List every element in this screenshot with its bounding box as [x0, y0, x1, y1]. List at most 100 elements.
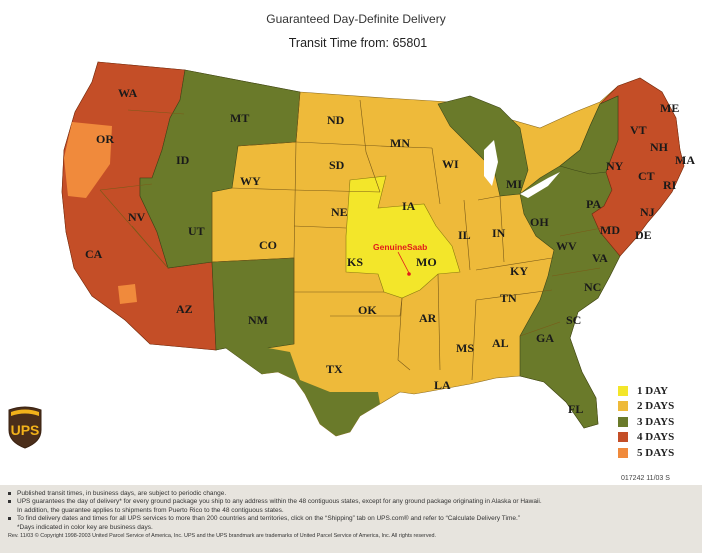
state-label-ne: NE [331, 205, 348, 219]
bullet-icon [8, 517, 11, 520]
legend-swatch [618, 447, 628, 458]
legend-swatch [618, 416, 628, 427]
state-label-fl: FL [568, 402, 583, 416]
page-subtitle: Transit Time from: 65801 [288, 36, 428, 50]
origin-leader-line [397, 251, 410, 274]
state-label-nv: NV [128, 210, 146, 224]
state-label-ma: MA [675, 153, 695, 167]
state-label-il: IL [458, 228, 471, 242]
state-label-wy: WY [240, 174, 261, 188]
note-line-3: In addition, the guarantee applies to sh… [8, 507, 542, 515]
state-label-ri: RI [663, 178, 677, 192]
region-3-days-ny [559, 95, 619, 175]
state-label-nh: NH [650, 140, 669, 154]
state-label-wv: WV [556, 239, 577, 253]
note-text-1: Published transit times, in business day… [17, 490, 227, 497]
state-label-wi: WI [442, 157, 459, 171]
state-label-ky: KY [510, 264, 528, 278]
state-label-md: MD [600, 223, 620, 237]
state-label-or: OR [96, 132, 114, 146]
legend-label: 5 DAYS [637, 446, 675, 459]
bullet-icon [8, 491, 11, 495]
legend-item: 1 DAY [618, 383, 674, 399]
state-label-az: AZ [176, 302, 193, 316]
state-label-ga: GA [536, 331, 554, 345]
region-3-days-mi [437, 95, 529, 197]
state-label-sd: SD [329, 158, 345, 172]
note-text-2: UPS guarantees the day of delivery* for … [17, 498, 542, 506]
state-labels: WA OR CA NV AZ ID MT WY UT CO NM TX ND S… [85, 86, 695, 416]
state-label-pa: PA [586, 197, 601, 211]
legend-item: 2 DAYS [618, 399, 674, 415]
state-label-ca: CA [85, 247, 103, 261]
state-label-co: CO [259, 238, 277, 252]
legend-item: 5 DAYS [618, 445, 674, 461]
state-label-ar: AR [419, 311, 437, 325]
note-line-1: Published transit times, in business day… [8, 490, 542, 498]
legend-swatch [618, 385, 628, 396]
state-label-oh: OH [530, 215, 549, 229]
legend-swatch [618, 432, 628, 443]
state-label-tn: TN [500, 291, 517, 305]
state-label-id: ID [176, 153, 190, 167]
us-transit-map: WA OR CA NV AZ ID MT WY UT CO NM TX ND S… [61, 61, 695, 437]
state-label-va: VA [592, 251, 608, 265]
state-label-ks: KS [347, 255, 363, 269]
document-code: 017242 11/03 S [621, 475, 670, 482]
origin-marker [407, 272, 411, 276]
legend-swatch [618, 401, 628, 412]
region-5-days-ca [118, 284, 137, 304]
note-text-6: Rev. 11/03 © Copyright 1998-2003 United … [8, 533, 437, 540]
state-label-me: ME [660, 101, 679, 115]
note-text-5: *Days indicated in color key are busines… [17, 523, 153, 531]
state-label-al: AL [492, 336, 509, 350]
lake-michigan [484, 140, 498, 186]
state-label-ny: NY [606, 159, 624, 173]
state-label-la: LA [434, 378, 451, 392]
state-label-nj: NJ [640, 205, 655, 219]
footer-notes: Published transit times, in business day… [0, 485, 702, 553]
state-label-ia: IA [402, 199, 416, 213]
state-label-vt: VT [630, 123, 647, 137]
note-line-6: Rev. 11/03 © Copyright 1998-2003 United … [8, 532, 542, 540]
region-3-days-tx-south [226, 348, 380, 436]
state-label-ct: CT [638, 169, 655, 183]
legend-item: 3 DAYS [618, 414, 674, 430]
state-label-sc: SC [566, 313, 581, 327]
state-label-mt: MT [230, 111, 249, 125]
ups-logo-text: UPS [11, 422, 40, 438]
origin-label: GenuineSaab [373, 242, 427, 252]
state-borders [99, 91, 613, 381]
state-label-nd: ND [327, 113, 345, 127]
state-label-mo: MO [416, 255, 437, 269]
legend-label: 4 DAYS [637, 431, 675, 444]
title-block: Guaranteed Day-Definite Delivery Transit… [0, 12, 702, 50]
state-label-mn: MN [390, 136, 410, 150]
legend-label: 3 DAYS [637, 415, 675, 428]
bullet-icon [8, 500, 11, 504]
ups-logo: UPS [8, 406, 42, 449]
state-label-wa: WA [118, 86, 138, 100]
region-5-days-or [64, 122, 112, 198]
note-line-2: UPS guarantees the day of delivery* for … [8, 498, 542, 506]
lake-erie [520, 172, 560, 198]
state-label-ut: UT [188, 224, 205, 238]
state-label-in: IN [492, 226, 506, 240]
state-label-mi: MI [506, 177, 522, 191]
state-label-de: DE [635, 228, 652, 242]
state-label-nc: NC [584, 280, 601, 294]
state-label-nm: NM [248, 313, 268, 327]
legend-label: 2 DAYS [637, 400, 675, 413]
state-label-tx: TX [326, 362, 343, 376]
region-4-days-northeast [591, 77, 685, 257]
note-line-5: *Days indicated in color key are busines… [8, 524, 542, 532]
legend: 1 DAY 2 DAYS 3 DAYS 4 DAYS 5 DAYS [618, 383, 674, 461]
note-line-4: To find delivery dates and times for all… [8, 515, 542, 523]
page-title: Guaranteed Day-Definite Delivery [266, 12, 446, 26]
note-text-3: In addition, the guarantee applies to sh… [17, 506, 284, 514]
state-label-ok: OK [358, 303, 377, 317]
note-text-4: To find delivery dates and times for all… [17, 515, 520, 523]
legend-item: 4 DAYS [618, 430, 674, 446]
legend-label: 1 DAY [637, 384, 669, 397]
state-label-ms: MS [456, 341, 474, 355]
